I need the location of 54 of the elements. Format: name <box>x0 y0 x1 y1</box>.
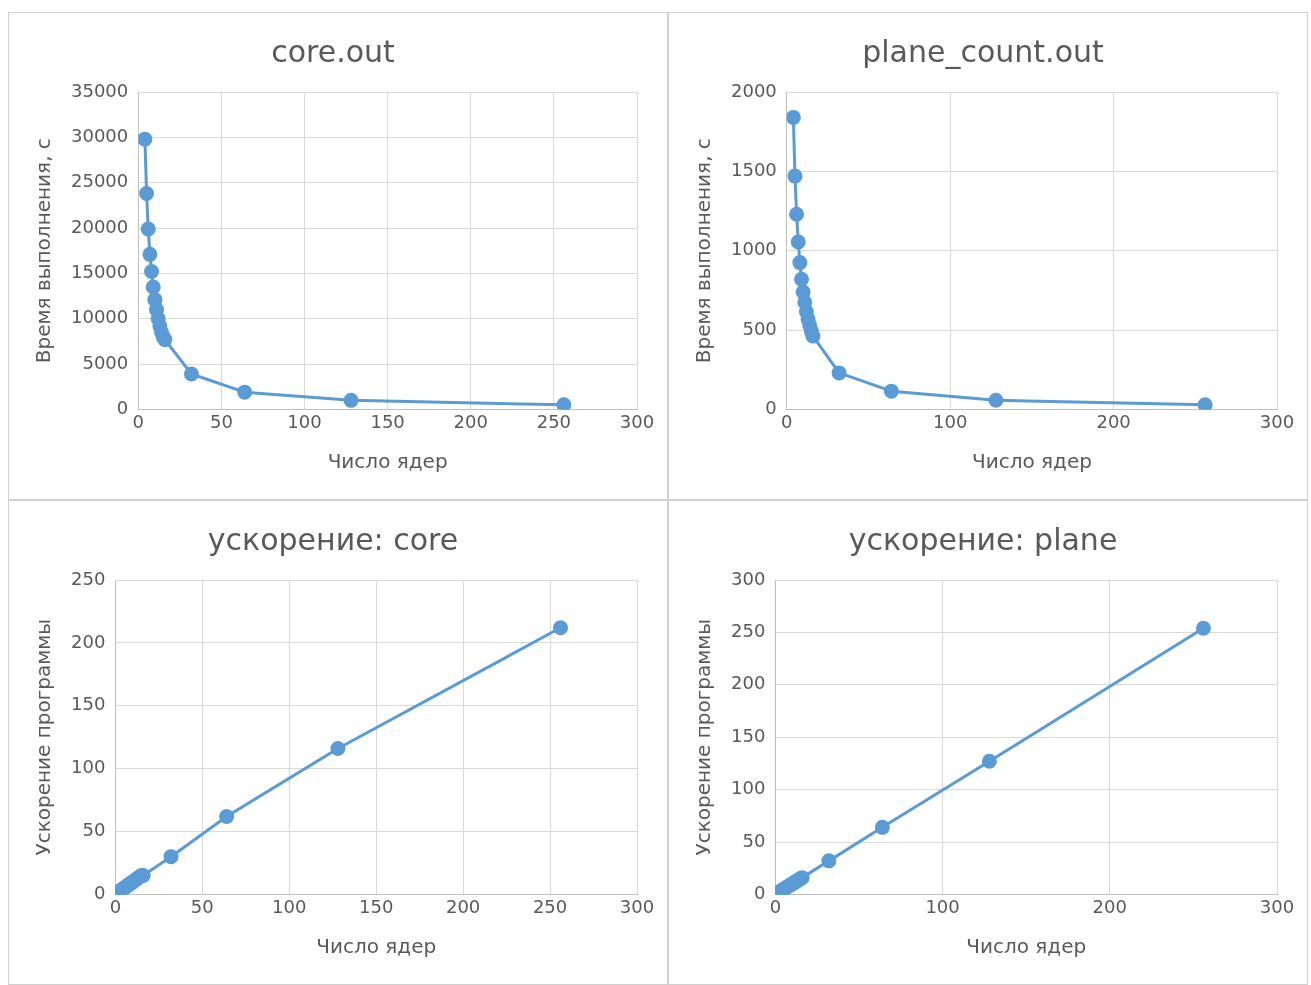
x-tick-label: 0 <box>132 410 144 432</box>
y-axis-title: Ускорение программы <box>691 618 716 856</box>
y-tick-label: 1500 <box>731 159 777 181</box>
y-tick-label: 5000 <box>82 351 129 373</box>
y-tick-label: 1000 <box>731 238 777 260</box>
x-tick-label: 100 <box>925 895 960 917</box>
x-tick-label: 300 <box>619 410 655 432</box>
y-tick-label: 100 <box>731 777 766 799</box>
y-tick-label: 30000 <box>71 125 129 147</box>
y-axis-title: Ускорение программы <box>31 618 56 856</box>
y-tick-label: 500 <box>742 317 777 339</box>
chart-title: ускорение: core <box>207 521 459 557</box>
y-tick-label: 250 <box>71 567 106 589</box>
chart-title: plane_count.out <box>862 33 1104 69</box>
y-tick-label: 2000 <box>731 79 777 101</box>
x-tick-label: 100 <box>287 410 322 432</box>
x-axis-title: Число ядер <box>971 449 1092 474</box>
y-tick-label: 50 <box>742 829 766 851</box>
y-axis-title: Время выполнения, с <box>31 138 56 364</box>
x-tick-label: 200 <box>445 895 481 917</box>
x-tick-label: 200 <box>1096 410 1131 432</box>
y-tick-label: 150 <box>731 724 766 746</box>
x-axis-title: Число ядер <box>966 934 1087 959</box>
chart-title: core.out <box>271 33 396 69</box>
y-tick-label: 50 <box>82 819 106 841</box>
x-tick-label: 200 <box>453 410 488 432</box>
x-tick-label: 100 <box>272 895 307 917</box>
x-tick-label: 100 <box>933 410 968 432</box>
x-axis-title: Число ядер <box>316 934 437 959</box>
x-tick-label: 50 <box>209 410 233 432</box>
y-tick-label: 10000 <box>71 306 129 328</box>
y-tick-label: 20000 <box>71 215 129 237</box>
x-tick-label: 300 <box>619 895 655 917</box>
y-tick-label: 35000 <box>71 79 129 101</box>
x-axis-title: Число ядер <box>327 449 448 474</box>
chart-title: ускорение: plane <box>848 521 1118 557</box>
x-tick-label: 300 <box>1259 895 1295 917</box>
x-tick-label: 50 <box>190 895 214 917</box>
x-tick-label: 150 <box>370 410 405 432</box>
x-tick-label: 200 <box>1092 895 1127 917</box>
x-tick-label: 250 <box>536 410 572 432</box>
y-tick-label: 150 <box>71 693 106 715</box>
y-axis-title: Время выполнения, с <box>691 138 716 364</box>
y-tick-label: 300 <box>731 567 766 589</box>
x-tick-label: 150 <box>359 895 394 917</box>
y-tick-label: 25000 <box>71 170 129 192</box>
y-tick-label: 100 <box>71 756 106 778</box>
y-tick-label: 200 <box>731 672 766 694</box>
x-tick-label: 300 <box>1259 410 1295 432</box>
x-tick-label: 0 <box>781 410 793 432</box>
y-tick-label: 15000 <box>71 261 129 283</box>
x-tick-label: 250 <box>532 895 568 917</box>
y-tick-label: 200 <box>71 630 106 652</box>
y-tick-label: 250 <box>731 620 766 642</box>
